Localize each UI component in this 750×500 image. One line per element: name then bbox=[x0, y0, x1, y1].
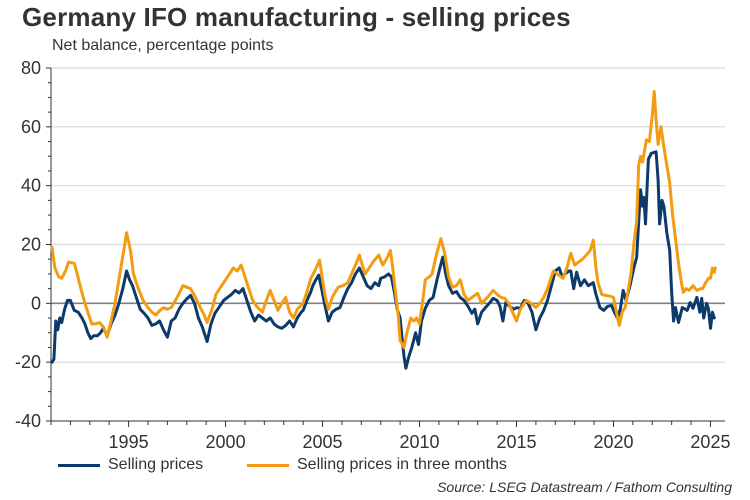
legend-swatch-navy bbox=[58, 463, 100, 467]
y-tick-label: 40 bbox=[21, 176, 41, 196]
x-tick-labels: 1995 2000 2005 2010 2015 2020 2025 bbox=[109, 432, 731, 452]
legend-swatch-orange bbox=[247, 463, 289, 467]
chart-title: Germany IFO manufacturing - selling pric… bbox=[22, 2, 571, 32]
y-tick-label: 60 bbox=[21, 117, 41, 137]
x-tick-label: 1995 bbox=[109, 432, 149, 452]
legend-item-selling-prices: Selling prices bbox=[58, 456, 203, 474]
axes bbox=[46, 67, 725, 427]
legend-label: Selling prices in three months bbox=[297, 456, 507, 473]
gridlines bbox=[51, 67, 725, 363]
y-tick-label: -20 bbox=[15, 352, 41, 372]
x-tick-label: 2020 bbox=[593, 432, 633, 452]
y-tick-label: 20 bbox=[21, 235, 41, 255]
y-tick-labels: -40 -20 0 20 40 60 80 bbox=[15, 58, 41, 431]
x-tick-label: 2010 bbox=[399, 432, 439, 452]
chart-subtitle: Net balance, percentage points bbox=[52, 37, 274, 54]
y-tick-label: 80 bbox=[21, 58, 41, 78]
y-tick-label: -40 bbox=[15, 411, 41, 431]
series-line-selling-prices bbox=[50, 150, 716, 370]
legend-label: Selling prices bbox=[108, 456, 204, 473]
x-tick-label: 2025 bbox=[690, 432, 730, 452]
legend-item-selling-prices-three-months: Selling prices in three months bbox=[247, 456, 507, 474]
series-lines bbox=[50, 90, 717, 370]
source-note: Source: LSEG Datastream / Fathom Consult… bbox=[437, 479, 732, 495]
series-line-selling-prices-three-months bbox=[50, 90, 717, 349]
x-tick-label: 2005 bbox=[303, 432, 343, 452]
x-tick-label: 2000 bbox=[206, 432, 246, 452]
y-tick-label: 0 bbox=[31, 293, 41, 313]
x-tick-label: 2015 bbox=[496, 432, 536, 452]
